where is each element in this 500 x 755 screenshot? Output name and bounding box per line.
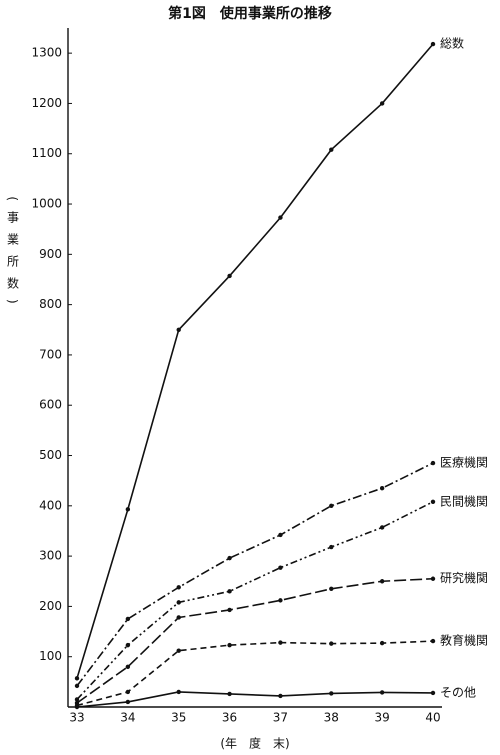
point bbox=[329, 691, 334, 696]
point bbox=[278, 640, 283, 645]
y-tick-label: 500 bbox=[39, 448, 62, 462]
point bbox=[74, 704, 80, 710]
y-tick-label: 900 bbox=[39, 247, 62, 261]
point bbox=[278, 598, 283, 603]
point bbox=[74, 683, 80, 689]
point bbox=[125, 616, 131, 622]
point bbox=[329, 586, 334, 592]
point bbox=[379, 690, 385, 695]
x-tick-label: 37 bbox=[273, 711, 288, 725]
point bbox=[176, 585, 181, 590]
point bbox=[125, 507, 131, 512]
point bbox=[430, 576, 436, 581]
series-label: 教育機関 bbox=[440, 633, 488, 648]
series-label: 医療機関 bbox=[440, 455, 488, 470]
y-tick-label: 100 bbox=[39, 649, 62, 663]
y-tick-label: 700 bbox=[39, 347, 62, 361]
series-line bbox=[76, 501, 434, 701]
point bbox=[176, 648, 181, 653]
point bbox=[227, 589, 232, 594]
point bbox=[430, 41, 436, 47]
point bbox=[176, 689, 181, 695]
y-tick-label: 400 bbox=[39, 498, 62, 512]
point bbox=[278, 215, 283, 220]
y-tick-label: 200 bbox=[39, 599, 62, 613]
x-tick-label: 35 bbox=[171, 711, 186, 725]
series-label: 民間機関 bbox=[440, 493, 488, 508]
point bbox=[430, 690, 436, 696]
point bbox=[379, 525, 385, 530]
point bbox=[379, 640, 385, 646]
point bbox=[176, 327, 181, 332]
point bbox=[125, 642, 131, 648]
x-tick-label: 40 bbox=[425, 711, 440, 725]
series-line bbox=[76, 462, 434, 687]
point bbox=[329, 641, 334, 646]
series-label: 総数 bbox=[440, 36, 464, 51]
x-tick-label: 38 bbox=[324, 711, 339, 725]
series-line bbox=[76, 577, 434, 704]
x-tick-label: 33 bbox=[69, 711, 84, 725]
point bbox=[176, 615, 181, 620]
x-tick-label: 39 bbox=[375, 711, 390, 725]
series-line bbox=[76, 43, 434, 679]
point bbox=[329, 503, 334, 509]
point bbox=[278, 565, 283, 570]
point bbox=[125, 699, 131, 705]
y-tick-label: 300 bbox=[39, 549, 62, 563]
y-tick-label: 1200 bbox=[31, 96, 62, 110]
series-line bbox=[76, 691, 434, 708]
y-axis-label: (事業所数) bbox=[6, 196, 20, 313]
x-tick-label: 34 bbox=[120, 711, 135, 725]
series-line bbox=[76, 640, 434, 707]
series-label: 研究機関 bbox=[440, 570, 488, 585]
point bbox=[329, 544, 334, 550]
point bbox=[430, 638, 436, 644]
point bbox=[329, 147, 334, 152]
point bbox=[430, 460, 436, 466]
point bbox=[227, 273, 232, 279]
y-tick-label: 600 bbox=[39, 398, 62, 412]
point bbox=[379, 486, 385, 491]
point bbox=[74, 676, 80, 681]
y-tick-label: 1100 bbox=[31, 146, 62, 160]
y-tick-label: 1300 bbox=[31, 46, 62, 60]
point bbox=[176, 600, 181, 605]
point bbox=[278, 693, 283, 699]
point bbox=[227, 642, 232, 648]
point bbox=[125, 664, 131, 669]
y-tick-label: 800 bbox=[39, 297, 62, 311]
point bbox=[125, 689, 131, 695]
chart-title: 第1図 使用事業所の推移 bbox=[168, 5, 332, 22]
point bbox=[379, 101, 385, 106]
point bbox=[74, 697, 80, 702]
point bbox=[227, 691, 232, 697]
point bbox=[379, 579, 385, 584]
y-tick-label: 1000 bbox=[31, 197, 62, 211]
x-tick-label: 36 bbox=[222, 711, 237, 725]
point bbox=[278, 532, 283, 538]
point bbox=[227, 607, 232, 613]
series-label: その他 bbox=[440, 685, 476, 699]
point bbox=[430, 499, 436, 504]
x-axis-label: (年 度 末) bbox=[220, 736, 289, 751]
point bbox=[227, 555, 232, 561]
